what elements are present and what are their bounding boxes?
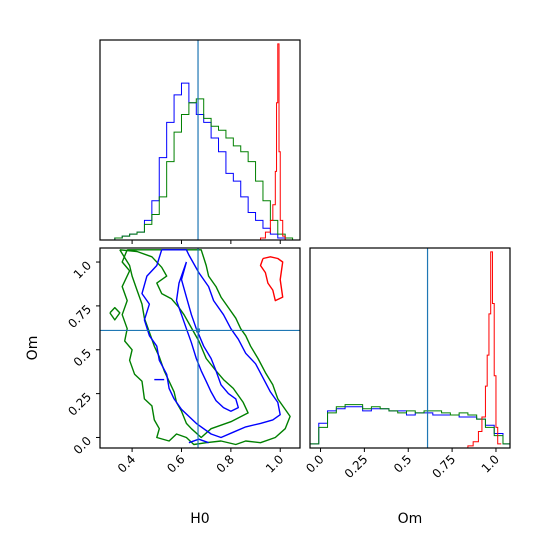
contour-blue-1 bbox=[141, 249, 281, 439]
panel-frame bbox=[99, 247, 301, 449]
histogram-step-red bbox=[460, 251, 502, 449]
contour-blue-3 bbox=[188, 438, 209, 444]
truth-point bbox=[196, 328, 201, 333]
histogram-step-red bbox=[255, 43, 293, 241]
contour-red-0 bbox=[259, 256, 284, 302]
x-axis-label-om: Om bbox=[398, 511, 423, 527]
histogram-step-green bbox=[100, 98, 300, 241]
histogram-step-green bbox=[310, 404, 510, 445]
contour-green-0 bbox=[119, 249, 249, 439]
h0-marginal-panel bbox=[99, 39, 301, 244]
contour-green-2 bbox=[109, 306, 121, 321]
panel-frame bbox=[99, 39, 301, 241]
y-axis-label-om: Om bbox=[25, 336, 41, 361]
panel-frame bbox=[309, 247, 511, 449]
contour-green-1 bbox=[121, 249, 291, 446]
panels: 0.4 0.6 0.8 1.00.00.250.50.751.00.0 0.25 0.5 0… bbox=[65, 39, 511, 481]
x-axis-label-h0: H0 bbox=[190, 511, 209, 527]
